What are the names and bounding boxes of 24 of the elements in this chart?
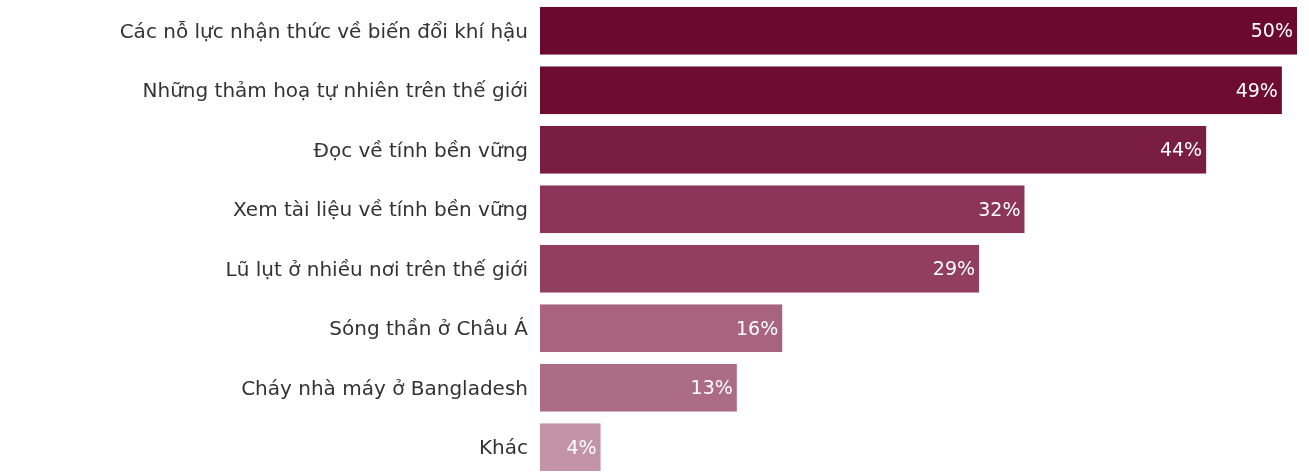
y-tick-label: Những thảm hoạ tự nhiên trên thế giới <box>142 78 528 103</box>
y-tick-label: Sóng thần ở Châu Á <box>329 316 529 341</box>
data-label: 4% <box>566 435 597 458</box>
y-tick-label: Khác <box>478 435 528 460</box>
y-tick-label: Cháy nhà máy ở Bangladesh <box>241 375 528 400</box>
bar <box>540 244 980 293</box>
data-label: 13% <box>690 376 733 399</box>
data-label: 29% <box>932 257 976 280</box>
y-tick-label: Xem tài liệu về tính bền vững <box>233 197 528 222</box>
data-label: 44% <box>1159 138 1203 161</box>
y-tick-label: Đọc về tính bền vững <box>313 137 528 162</box>
bar <box>540 304 783 353</box>
data-label: 50% <box>1250 19 1293 42</box>
bar <box>540 185 1025 234</box>
bar <box>540 125 1207 174</box>
data-label: 16% <box>736 316 779 339</box>
bar <box>540 423 601 472</box>
bar <box>540 6 1297 55</box>
bar <box>540 66 1282 115</box>
bar <box>540 363 737 412</box>
y-tick-label: Lũ lụt ở nhiều nơi trên thế giới <box>225 256 528 281</box>
data-label: 32% <box>978 197 1021 220</box>
data-label: 49% <box>1235 78 1278 101</box>
y-tick-label: Các nỗ lực nhận thức về biến đổi khí hậu <box>119 18 528 43</box>
